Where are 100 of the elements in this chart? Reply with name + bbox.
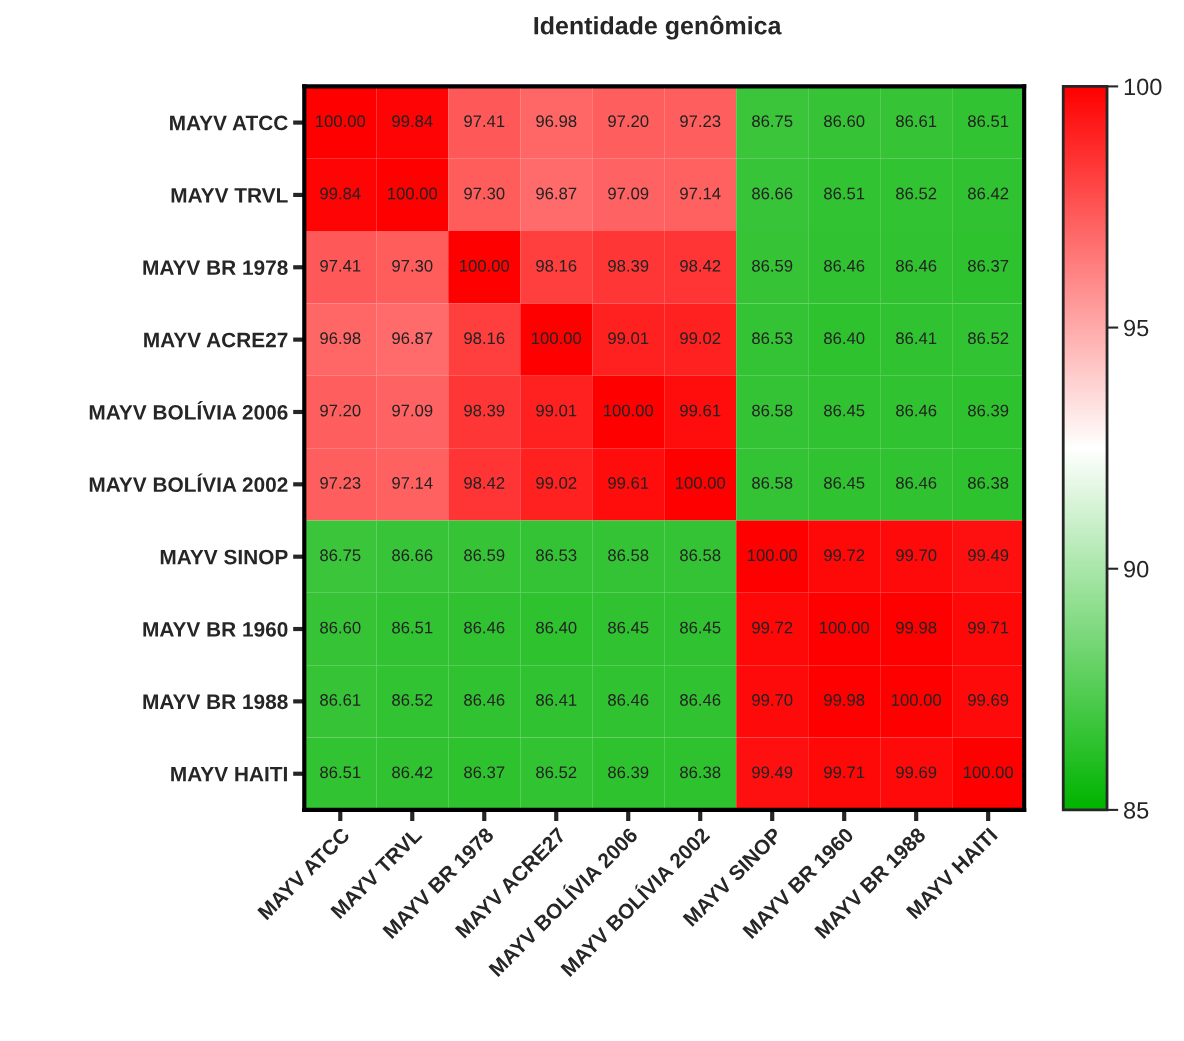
data-label: 98.42 bbox=[464, 477, 505, 489]
data-label: 99.69 bbox=[896, 766, 937, 779]
data-label: 86.51 bbox=[320, 766, 361, 779]
data-label: 100.00 bbox=[747, 549, 798, 562]
data-label: 86.45 bbox=[608, 621, 649, 634]
y-tick-label: MAYV HAITI bbox=[171, 766, 287, 782]
y-tick-label: MAYV BOLÍVIA 2002 bbox=[89, 473, 288, 493]
data-label: 97.20 bbox=[608, 115, 649, 128]
data-label: 86.53 bbox=[536, 549, 577, 562]
data-label: 86.40 bbox=[824, 332, 865, 345]
data-label: 97.30 bbox=[464, 187, 505, 200]
data-label: 86.41 bbox=[536, 694, 577, 706]
data-label: 86.39 bbox=[608, 766, 649, 779]
data-label: 86.75 bbox=[752, 115, 793, 128]
data-label: 99.72 bbox=[752, 621, 793, 634]
data-label: 99.61 bbox=[608, 477, 649, 489]
data-label: 86.66 bbox=[392, 549, 433, 562]
data-label: 97.14 bbox=[392, 477, 433, 489]
y-tick-label: MAYV ATCC bbox=[170, 115, 288, 131]
data-label: 86.58 bbox=[608, 549, 649, 562]
y-tick-label: MAYV TRVL bbox=[171, 188, 288, 203]
data-label: 86.42 bbox=[392, 766, 433, 779]
color-bar-label: 95 bbox=[1124, 319, 1149, 337]
data-label: 86.46 bbox=[896, 404, 937, 417]
data-label: 86.58 bbox=[752, 404, 793, 417]
data-label: 96.98 bbox=[536, 115, 577, 128]
data-label: 99.69 bbox=[968, 694, 1009, 706]
data-label: 97.09 bbox=[392, 404, 433, 417]
data-label: 97.14 bbox=[680, 187, 721, 200]
data-label: 86.59 bbox=[464, 549, 505, 562]
data-label: 86.45 bbox=[680, 621, 721, 634]
data-label: 86.75 bbox=[320, 549, 361, 562]
data-label: 86.45 bbox=[824, 477, 865, 489]
y-tick-label: MAYV SINOP bbox=[160, 549, 288, 565]
data-label: 86.51 bbox=[968, 115, 1009, 128]
data-label: 99.02 bbox=[536, 477, 577, 489]
data-label: 86.60 bbox=[320, 621, 361, 634]
data-label: 86.52 bbox=[896, 187, 937, 200]
data-label: 99.49 bbox=[968, 549, 1009, 562]
data-label: 99.71 bbox=[968, 621, 1009, 634]
data-label: 100.00 bbox=[819, 621, 870, 634]
color-bar-label: 100 bbox=[1124, 78, 1162, 96]
data-label: 97.30 bbox=[392, 259, 433, 272]
data-label: 86.41 bbox=[896, 332, 937, 345]
data-label: 100.00 bbox=[316, 115, 366, 128]
data-label: 86.42 bbox=[968, 187, 1009, 200]
data-label: 86.61 bbox=[896, 115, 937, 128]
data-label: 86.37 bbox=[464, 766, 505, 779]
data-label: 99.70 bbox=[752, 694, 793, 706]
data-label: 86.60 bbox=[824, 115, 865, 128]
data-label: 86.52 bbox=[536, 766, 577, 779]
data-label: 86.61 bbox=[320, 694, 361, 706]
data-label: 86.58 bbox=[680, 549, 721, 562]
data-label: 86.46 bbox=[464, 694, 505, 706]
data-label: 86.52 bbox=[968, 332, 1009, 345]
data-label: 86.46 bbox=[464, 621, 505, 634]
data-label: 86.38 bbox=[680, 766, 721, 779]
data-label: 97.09 bbox=[608, 187, 649, 200]
data-label: 86.38 bbox=[968, 477, 1009, 489]
data-label: 99.70 bbox=[896, 549, 937, 562]
data-label: 97.23 bbox=[320, 477, 361, 489]
data-label: 99.84 bbox=[392, 115, 433, 128]
data-label: 100.00 bbox=[676, 477, 726, 489]
data-label: 100.00 bbox=[460, 259, 510, 272]
data-label: 86.46 bbox=[824, 259, 865, 272]
data-label: 96.98 bbox=[320, 332, 361, 345]
color-bar-label: 85 bbox=[1124, 801, 1149, 819]
data-label: 96.87 bbox=[392, 332, 433, 345]
data-label: 100.00 bbox=[963, 766, 1014, 779]
data-label: 99.71 bbox=[824, 766, 865, 779]
data-label: 96.87 bbox=[536, 187, 577, 200]
data-label: 100.00 bbox=[388, 187, 438, 200]
data-label: 98.39 bbox=[608, 259, 649, 272]
data-label: 86.46 bbox=[896, 477, 937, 489]
data-label: 86.59 bbox=[752, 259, 793, 272]
data-label: 97.41 bbox=[320, 259, 361, 272]
data-label: 99.01 bbox=[608, 332, 649, 345]
data-label: 86.52 bbox=[392, 694, 433, 706]
data-label: 97.20 bbox=[320, 404, 361, 417]
data-label: 86.66 bbox=[752, 187, 793, 200]
data-label: 86.53 bbox=[752, 332, 793, 345]
data-label: 99.02 bbox=[680, 332, 721, 345]
data-label: 99.01 bbox=[536, 404, 577, 417]
data-label: 86.46 bbox=[608, 694, 649, 706]
data-label: 98.16 bbox=[464, 332, 505, 345]
data-label: 99.49 bbox=[752, 766, 793, 779]
data-label: 98.16 bbox=[536, 259, 577, 272]
color-bar-label: 90 bbox=[1124, 560, 1149, 578]
chart-title: Identidade genômica bbox=[534, 15, 782, 40]
y-tick-label: MAYV BOLÍVIA 2006 bbox=[89, 401, 288, 420]
y-tick-label: MAYV BR 1988 bbox=[143, 694, 288, 710]
data-label: 86.46 bbox=[680, 694, 721, 706]
data-label: 86.45 bbox=[824, 404, 865, 417]
data-label: 99.98 bbox=[824, 694, 865, 706]
data-label: 99.84 bbox=[320, 187, 361, 200]
data-label: 99.61 bbox=[680, 404, 721, 417]
data-label: 99.98 bbox=[896, 621, 937, 634]
y-tick-label: MAYV BR 1960 bbox=[143, 622, 288, 637]
data-label: 98.39 bbox=[464, 404, 505, 417]
data-label: 86.51 bbox=[392, 621, 433, 634]
